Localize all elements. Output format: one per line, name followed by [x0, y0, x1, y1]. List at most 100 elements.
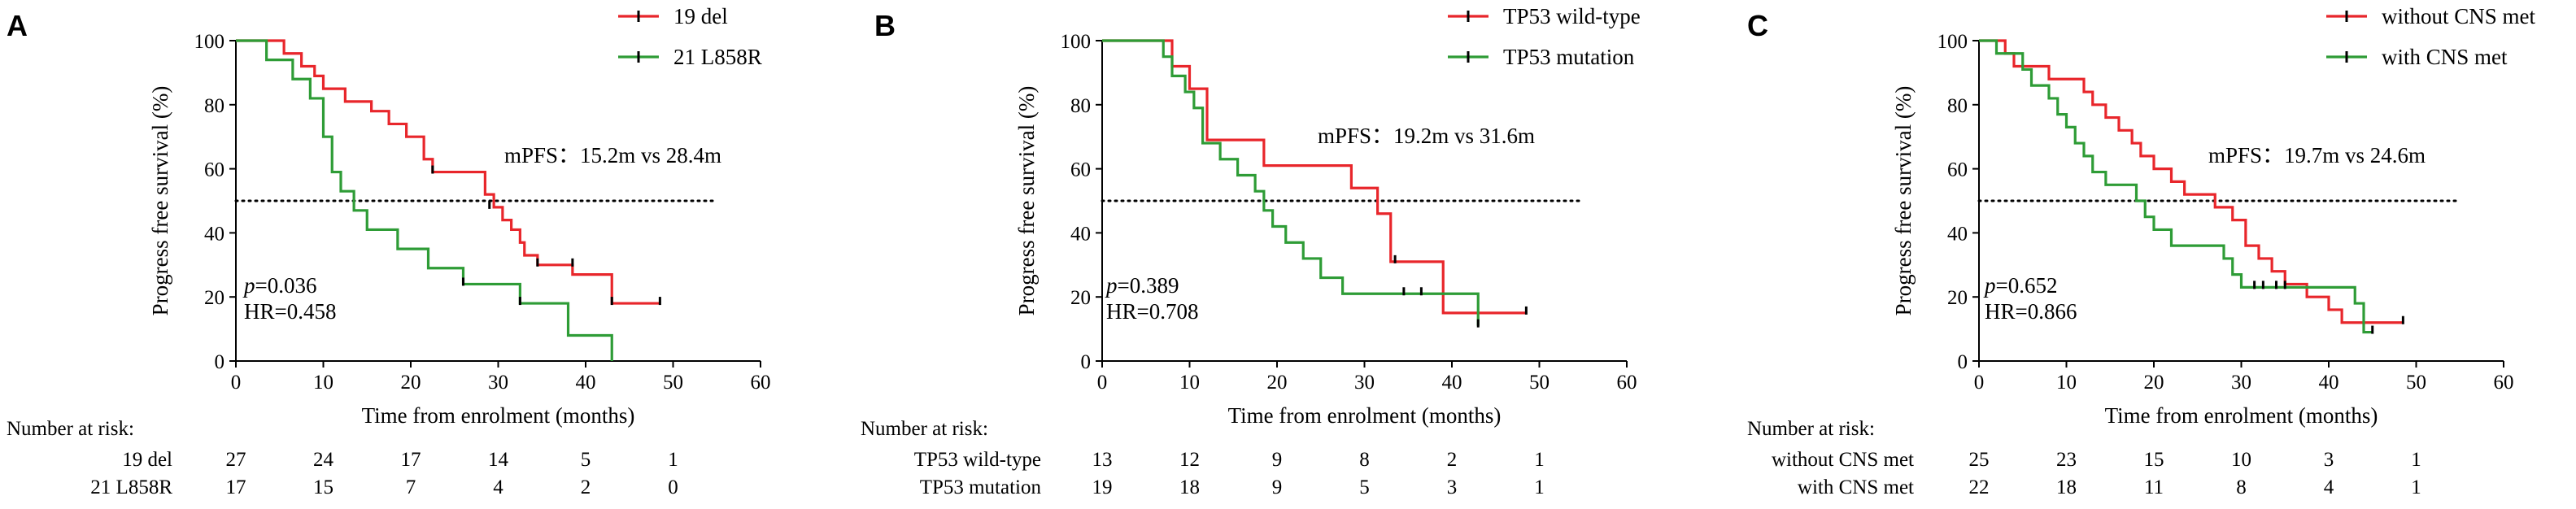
legend-label: with CNS met [2382, 45, 2508, 69]
x-tick-label: 50 [1529, 372, 1550, 394]
y-tick-label: 60 [204, 159, 224, 181]
x-tick-label: 60 [2494, 372, 2514, 394]
x-tick-label: 10 [1179, 372, 1200, 394]
x-axis-label: Time from enrolment (months) [2105, 403, 2378, 428]
x-tick-label: 10 [313, 372, 333, 394]
x-tick-label: 40 [576, 372, 596, 394]
risk-row-label: 21 L858R [90, 476, 172, 498]
risk-row-label: with CNS met [1798, 476, 1914, 498]
p-value: p=0.389 [1105, 273, 1179, 298]
risk-count: 23 [2056, 449, 2077, 471]
risk-count: 1 [2411, 449, 2421, 471]
km-curve-first [1102, 39, 1527, 315]
risk-count: 2 [581, 476, 591, 498]
y-tick-label: 80 [1070, 95, 1091, 117]
p-value: p=0.652 [1983, 273, 2057, 298]
x-tick-label: 60 [751, 372, 771, 394]
y-axis-label: Progress free survival (%) [148, 86, 172, 316]
hazard-ratio: HR=0.458 [244, 299, 336, 324]
y-tick-label: 80 [1947, 95, 1968, 117]
risk-count: 18 [1179, 476, 1200, 498]
y-tick-label: 40 [204, 223, 224, 245]
km-curve-second [236, 39, 613, 361]
risk-count: 25 [1969, 449, 1990, 471]
risk-count: 1 [1534, 449, 1545, 471]
median-annotation: mPFS：19.2m vs 31.6m [1318, 124, 1535, 148]
legend-label: 19 del [673, 4, 728, 28]
legend-label: TP53 mutation [1503, 45, 1635, 69]
risk-count: 1 [2411, 476, 2421, 498]
x-tick-label: 10 [2056, 372, 2077, 394]
risk-count: 3 [1447, 476, 1458, 498]
x-axis-label: Time from enrolment (months) [1228, 403, 1502, 428]
y-tick-label: 80 [204, 95, 224, 117]
y-tick-label: 20 [1070, 287, 1091, 309]
risk-count: 9 [1272, 449, 1283, 471]
hazard-ratio: HR=0.866 [1985, 299, 2077, 324]
legend-label: 21 L858R [673, 45, 762, 69]
risk-count: 11 [2144, 476, 2164, 498]
x-axis-label: Time from enrolment (months) [362, 403, 635, 428]
x-tick-label: 50 [2406, 372, 2426, 394]
legend-label: without CNS met [2382, 4, 2536, 28]
risk-row-label: without CNS met [1772, 449, 1914, 471]
x-tick-label: 0 [1097, 372, 1108, 394]
risk-table-title: Number at risk: [861, 418, 988, 440]
panel-letter: B [874, 9, 896, 42]
y-tick-label: 20 [1947, 287, 1968, 309]
risk-count: 10 [2231, 449, 2251, 471]
x-tick-label: 30 [2231, 372, 2251, 394]
risk-count: 18 [2056, 476, 2077, 498]
x-tick-label: 20 [401, 372, 421, 394]
risk-count: 5 [1359, 476, 1370, 498]
risk-count: 1 [668, 449, 678, 471]
panel-letter: C [1747, 9, 1768, 42]
hazard-ratio: HR=0.708 [1106, 299, 1198, 324]
median-annotation: mPFS：19.7m vs 24.6m [2208, 143, 2426, 167]
risk-table-title: Number at risk: [1747, 418, 1875, 440]
x-tick-label: 30 [488, 372, 508, 394]
panel-c: C 0 10 20 30 40 50 60 0 20 40 60 80 100 Time from enro… [1747, 4, 2536, 498]
risk-count: 9 [1272, 476, 1283, 498]
x-tick-label: 20 [2144, 372, 2164, 394]
y-tick-label: 0 [1958, 351, 1968, 373]
y-tick-label: 60 [1947, 159, 1968, 181]
risk-count: 8 [2236, 476, 2247, 498]
risk-count: 0 [668, 476, 678, 498]
y-tick-label: 100 [1061, 31, 1092, 53]
km-curve-second [1102, 39, 1480, 326]
x-tick-label: 40 [1442, 372, 1462, 394]
risk-count: 22 [1969, 476, 1990, 498]
risk-count: 17 [226, 476, 246, 498]
y-axis-label: Progress free survival (%) [1014, 86, 1039, 316]
panel-letter: A [7, 9, 28, 42]
risk-count: 27 [226, 449, 246, 471]
x-tick-label: 40 [2319, 372, 2339, 394]
panel-a: A 0 10 20 30 40 50 60 0 20 40 60 80 100 Time from enro… [7, 4, 771, 498]
x-tick-label: 0 [1974, 372, 1985, 394]
risk-count: 3 [2324, 449, 2334, 471]
risk-row-label: TP53 mutation [920, 476, 1042, 498]
risk-count: 15 [313, 476, 333, 498]
x-tick-label: 50 [663, 372, 683, 394]
risk-count: 17 [401, 449, 421, 471]
risk-row-label: TP53 wild-type [914, 449, 1041, 471]
risk-count: 12 [1179, 449, 1200, 471]
panel-b: B 0 10 20 30 40 50 60 0 20 40 60 80 100 Time from enro… [861, 4, 1641, 498]
median-annotation: mPFS：15.2m vs 28.4m [504, 143, 721, 167]
km-curve-second [1979, 39, 2373, 334]
risk-count: 2 [1447, 449, 1458, 471]
y-tick-label: 20 [204, 287, 224, 309]
x-tick-label: 0 [231, 372, 242, 394]
legend-label: TP53 wild-type [1503, 4, 1641, 28]
km-curve-first [1979, 39, 2404, 324]
risk-count: 24 [313, 449, 334, 471]
risk-count: 4 [493, 476, 503, 498]
y-tick-label: 100 [1937, 31, 1968, 53]
y-tick-label: 60 [1070, 159, 1091, 181]
risk-count: 19 [1092, 476, 1113, 498]
y-tick-label: 0 [1081, 351, 1092, 373]
y-tick-label: 100 [194, 31, 225, 53]
y-tick-label: 40 [1070, 223, 1091, 245]
